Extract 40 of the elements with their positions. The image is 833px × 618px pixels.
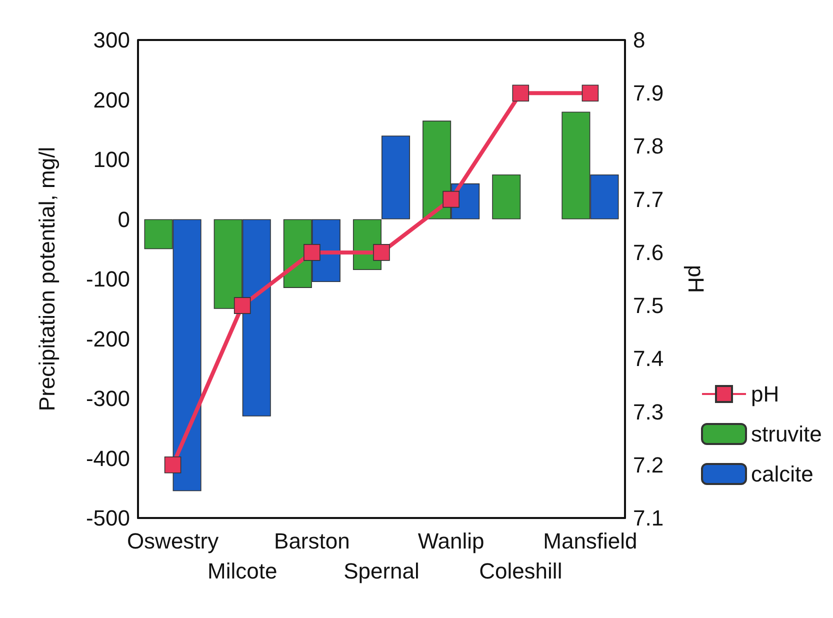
y2-tick-label: 8: [633, 28, 646, 52]
y2-tick-label: 7.8: [633, 134, 664, 159]
y2-tick-label: 7.7: [633, 186, 664, 212]
point: [234, 297, 251, 314]
x-tick-label: Coleshill: [479, 558, 562, 584]
y-axis-title: Precipitation potential, mg/l: [34, 146, 60, 412]
y-tick-label: -200: [86, 326, 130, 352]
bar: [382, 136, 410, 220]
legend-label: struvite: [751, 422, 822, 446]
y-tick-label: 300: [93, 28, 130, 52]
y2-tick-label: 7.3: [633, 399, 664, 424]
x-tick-label: Oswestry: [126, 528, 219, 554]
y-tick-label: 200: [93, 87, 130, 112]
y2-tick-label: 7.5: [633, 293, 664, 318]
y-tick-label: -500: [86, 506, 130, 530]
point: [442, 190, 460, 208]
y-tick-label: -300: [86, 386, 130, 411]
y-tick-label: 100: [93, 147, 130, 172]
x-tick-label: Barston: [274, 528, 350, 554]
point: [164, 456, 182, 474]
x-tick-label: Spernal: [344, 558, 420, 584]
x-tick-label: Milcote: [208, 558, 278, 584]
y2-tick-label: 7.2: [633, 452, 664, 478]
bar: [492, 174, 521, 220]
x-tick-label: Wanlip: [418, 528, 484, 554]
y-tick-label: 0: [118, 206, 130, 232]
y2-tick-label: 7.9: [633, 80, 664, 106]
y2-axis-title: pH: [684, 264, 708, 294]
y2-tick-label: 7.1: [633, 506, 664, 530]
y-tick-label: -100: [86, 266, 130, 292]
x-tick-label: Mansfield: [543, 528, 638, 554]
point: [512, 84, 530, 102]
legend-label: calcite: [751, 462, 814, 486]
point: [582, 84, 599, 102]
point: [373, 244, 390, 261]
y2-tick-label: 7.6: [633, 240, 664, 265]
point: [304, 244, 320, 261]
legend-label: pH: [751, 382, 780, 406]
y2-tick-label: 7.4: [633, 346, 664, 372]
y-tick-label: -400: [86, 446, 130, 471]
